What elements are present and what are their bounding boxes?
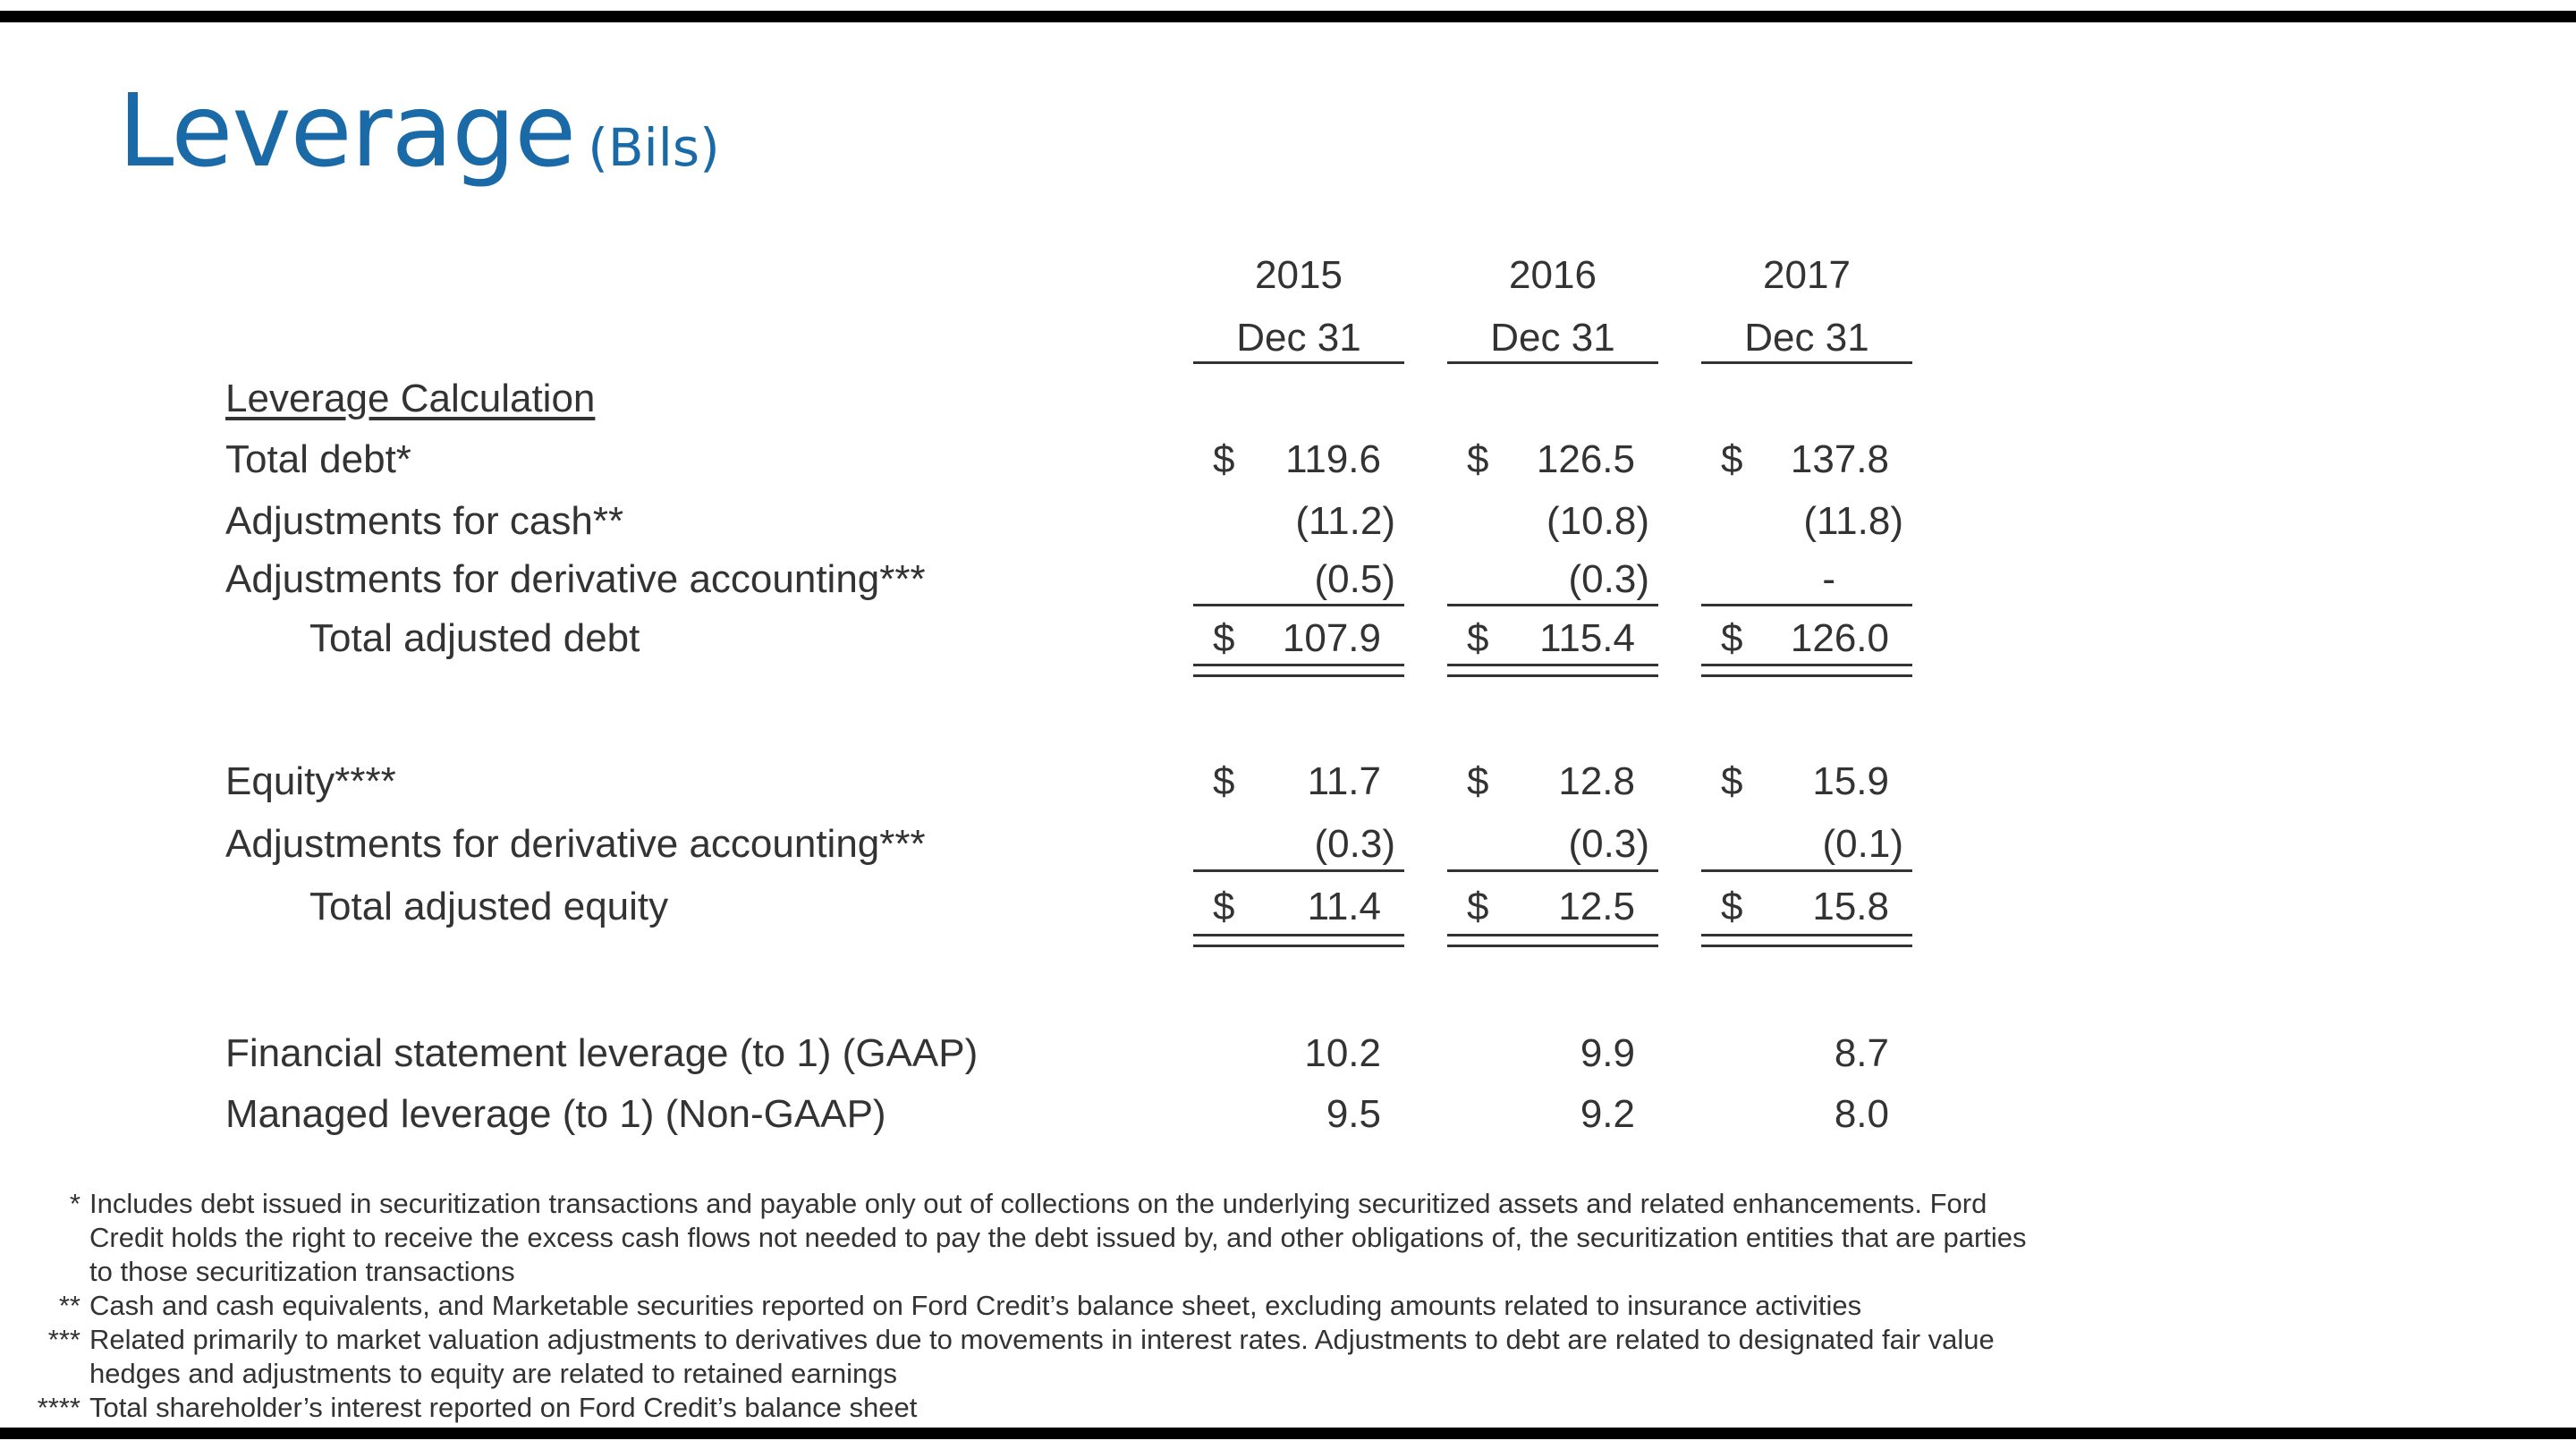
value-cell: 11.4: [1307, 885, 1381, 928]
title-main: Leverage: [118, 73, 576, 190]
footnote-line: Includes debt issued in securitization t…: [89, 1188, 1987, 1219]
subtotal-rule: [1447, 604, 1658, 606]
double-rule-top: [1447, 934, 1658, 936]
double-rule-bottom: [1193, 674, 1404, 677]
col-year-2017: 2017: [1763, 253, 1851, 297]
header-rule: [1447, 361, 1658, 364]
row-label: Total debt*: [225, 437, 411, 481]
value-cell: (0.3): [1568, 557, 1649, 601]
section-heading: Leverage Calculation: [225, 377, 596, 420]
value-cell: (0.3): [1314, 822, 1395, 866]
footnote-line: Cash and cash equivalents, and Marketabl…: [89, 1290, 1862, 1321]
col-date-2017: Dec 31: [1744, 316, 1869, 360]
value-cell: 9.9: [1580, 1031, 1635, 1075]
row-label: Total adjusted equity: [309, 885, 669, 928]
row-label: Equity****: [225, 759, 396, 803]
currency-symbol: $: [1467, 885, 1489, 928]
currency-symbol: $: [1467, 616, 1489, 660]
footnote-line: Credit holds the right to receive the ex…: [89, 1222, 2027, 1253]
footnote-line: Total shareholder’s interest reported on…: [89, 1392, 918, 1423]
currency-symbol: $: [1721, 759, 1743, 803]
double-rule-top: [1447, 664, 1658, 666]
col-year-2015: 2015: [1255, 253, 1343, 297]
value-cell: 15.9: [1812, 759, 1889, 803]
double-rule-bottom: [1701, 945, 1912, 947]
col-date-2016: Dec 31: [1490, 316, 1615, 360]
footnote-line: Related primarily to market valuation ad…: [89, 1324, 1995, 1355]
footnote-mark: *: [69, 1188, 80, 1219]
value-cell: 115.4: [1539, 616, 1635, 660]
row-label: Adjustments for cash**: [225, 499, 624, 543]
value-cell: 11.7: [1307, 759, 1381, 803]
subtotal-rule: [1193, 869, 1404, 872]
currency-symbol: $: [1721, 616, 1743, 660]
double-rule-bottom: [1447, 674, 1658, 677]
footnote-mark: **: [58, 1290, 80, 1321]
subtotal-rule: [1701, 869, 1912, 872]
value-cell: (10.8): [1546, 499, 1649, 543]
row-label: Total adjusted debt: [309, 616, 640, 660]
value-cell: (0.3): [1568, 822, 1649, 866]
row-label: Adjustments for derivative accounting***: [225, 822, 926, 866]
footnote-mark: ***: [47, 1324, 80, 1355]
currency-symbol: $: [1213, 437, 1235, 481]
subtotal-rule: [1701, 604, 1912, 606]
value-cell: (0.1): [1822, 822, 1903, 866]
col-date-2015: Dec 31: [1236, 316, 1361, 360]
value-cell: 10.2: [1304, 1031, 1381, 1075]
value-cell: 8.7: [1834, 1031, 1889, 1075]
double-rule-top: [1701, 934, 1912, 936]
currency-symbol: $: [1467, 437, 1489, 481]
top-border: [0, 11, 2576, 22]
currency-symbol: $: [1213, 885, 1235, 928]
value-cell: 12.5: [1558, 885, 1635, 928]
currency-symbol: $: [1213, 616, 1235, 660]
value-cell: 126.0: [1790, 616, 1889, 660]
page-title: Leverage (Bils): [118, 73, 720, 190]
value-cell: 126.5: [1536, 437, 1635, 481]
value-cell: -: [1822, 557, 1835, 601]
row-label: Financial statement leverage (to 1) (GAA…: [225, 1031, 979, 1075]
value-cell: 107.9: [1282, 616, 1381, 660]
row-label: Adjustments for derivative accounting***: [225, 557, 926, 601]
subtotal-rule: [1193, 604, 1404, 606]
subtotal-rule: [1447, 869, 1658, 872]
row-label: Managed leverage (to 1) (Non-GAAP): [225, 1092, 886, 1136]
value-cell: 15.8: [1812, 885, 1889, 928]
footnote-mark: ****: [37, 1392, 80, 1423]
footnote: * Includes debt issued in securitization…: [0, 1187, 2558, 1292]
header-rule: [1193, 361, 1404, 364]
double-rule-top: [1701, 664, 1912, 666]
value-cell: 12.8: [1558, 759, 1635, 803]
value-cell: (0.5): [1314, 557, 1395, 601]
bottom-border: [0, 1428, 2576, 1439]
footnote-line: hedges and adjustments to equity are rel…: [89, 1358, 898, 1389]
double-rule-bottom: [1447, 945, 1658, 947]
currency-symbol: $: [1467, 759, 1489, 803]
footnote: *** Related primarily to market valuatio…: [0, 1323, 2558, 1393]
footnote-line: to those securitization transactions: [89, 1256, 515, 1287]
value-cell: 9.5: [1326, 1092, 1381, 1136]
value-cell: (11.2): [1295, 499, 1395, 543]
double-rule-bottom: [1701, 674, 1912, 677]
title-units: (Bils): [588, 117, 720, 178]
value-cell: 8.0: [1834, 1092, 1889, 1136]
currency-symbol: $: [1721, 437, 1743, 481]
double-rule-top: [1193, 664, 1404, 666]
double-rule-top: [1193, 934, 1404, 936]
footnote: ** Cash and cash equivalents, and Market…: [0, 1289, 2558, 1325]
footnote: **** Total shareholder’s interest report…: [0, 1391, 2558, 1427]
header-rule: [1701, 361, 1912, 364]
value-cell: 119.6: [1285, 437, 1381, 481]
col-year-2016: 2016: [1509, 253, 1597, 297]
double-rule-bottom: [1193, 945, 1404, 947]
currency-symbol: $: [1213, 759, 1235, 803]
value-cell: (11.8): [1803, 499, 1903, 543]
value-cell: 137.8: [1790, 437, 1889, 481]
currency-symbol: $: [1721, 885, 1743, 928]
value-cell: 9.2: [1580, 1092, 1635, 1136]
